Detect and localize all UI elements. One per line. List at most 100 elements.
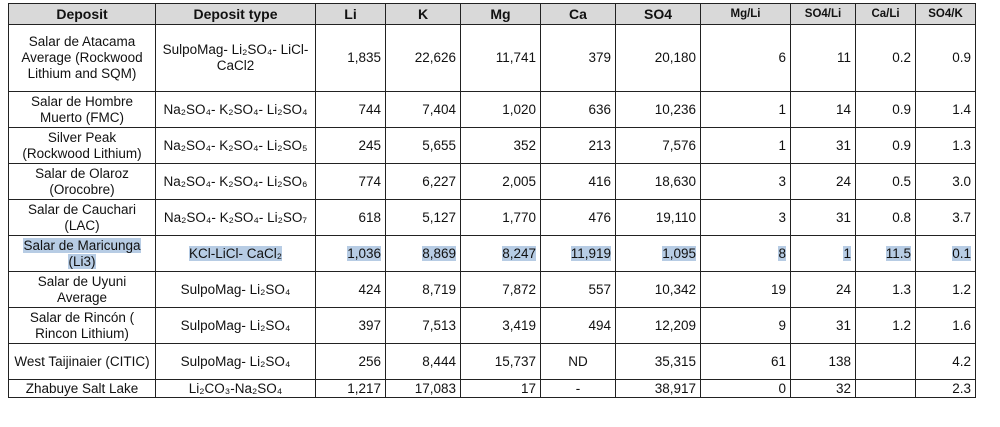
cell-text: 379 — [588, 50, 611, 65]
cell-text: 1 — [778, 101, 786, 117]
value-cell: 19,110 — [615, 199, 701, 236]
cell-text: 1,020 — [502, 101, 536, 117]
cell-text: 138 — [828, 353, 851, 369]
cell-text: West Taijinaier (CITIC) — [14, 353, 150, 369]
cell-text: 1.6 — [952, 317, 971, 333]
value-cell: 10,236 — [615, 91, 701, 128]
cell-text: SulpoMag- Li₂SO₄- LiCl- CaCl2 — [162, 42, 309, 73]
cell-text: - — [575, 380, 581, 396]
cell-text: 744 — [358, 101, 381, 117]
type-cell: SulpoMag- Li₂SO₄ — [155, 343, 316, 380]
cell-text: Na₂SO₄- K₂SO₄- Li₂SO₄ — [163, 101, 308, 117]
cell-text: 8,869 — [422, 245, 456, 261]
value-cell: 1,020 — [460, 91, 541, 128]
cell-text: 352 — [513, 137, 536, 153]
value-cell: 7,872 — [460, 271, 541, 308]
cell-text: 8 — [778, 245, 786, 261]
cell-text: SulpoMag- Li₂SO₄ — [180, 317, 291, 333]
cell-text: 17 — [520, 380, 536, 396]
deposit-cell: Salar de Hombre Muerto (FMC) — [8, 91, 156, 128]
cell-text: 11 — [836, 50, 851, 65]
table-row: Zhabuye Salt Lake Li₂CO₃-Na₂SO₄ 1,217 17,08… — [8, 379, 976, 398]
table-body: Salar de Atacama Average (Rockwood Lithi… — [8, 24, 976, 398]
table-wrapper: Deposit Deposit type Li K Mg Ca SO4 Mg/Li SO4/Li… — [8, 3, 976, 398]
deposit-cell: Salar de Rincón ( Rincon Lithium) — [8, 307, 156, 344]
value-cell: 1 — [700, 91, 791, 128]
cell-text: Salar de Cauchari (LAC) — [27, 201, 137, 233]
value-cell: 557 — [540, 271, 616, 308]
value-cell: 0.8 — [855, 199, 916, 236]
value-cell: 1.3 — [915, 127, 976, 164]
value-cell: ND — [540, 343, 616, 380]
value-cell: 1.6 — [915, 307, 976, 344]
cell-text: 20,180 — [654, 50, 696, 65]
value-cell: 0 — [700, 379, 791, 398]
cell-text: 5,655 — [422, 137, 456, 153]
cell-text: 1,835 — [347, 50, 381, 65]
value-cell: 8,247 — [460, 235, 541, 272]
deposit-cell: Salar de Maricunga (Li3) — [8, 235, 156, 272]
cell-text: 0.9 — [892, 101, 911, 117]
value-cell: 494 — [540, 307, 616, 344]
cell-text: Silver Peak (Rockwood Lithium) — [22, 129, 142, 161]
cell-text: 32 — [835, 380, 851, 396]
cell-text: 2.3 — [952, 380, 971, 396]
type-cell: Li₂CO₃-Na₂SO₄ — [155, 379, 316, 398]
cell-text: 8,247 — [502, 245, 536, 261]
value-cell: 397 — [315, 307, 386, 344]
cell-text: 3,419 — [502, 317, 536, 333]
cell-text: 1 — [843, 245, 851, 261]
cell-text: 8,444 — [422, 353, 456, 369]
header-cell: SO4 — [615, 3, 701, 25]
deposit-cell: Salar de Cauchari (LAC) — [8, 199, 156, 236]
value-cell: 245 — [315, 127, 386, 164]
value-cell: 1,770 — [460, 199, 541, 236]
cell-text: 11.5 — [885, 245, 911, 261]
cell-text: Na₂SO₄- K₂SO₄- Li₂SO₅ — [163, 137, 308, 153]
type-cell: Na₂SO₄- K₂SO₄- Li₂SO₆ — [155, 163, 316, 200]
cell-text: ND — [568, 353, 588, 369]
value-cell: 774 — [315, 163, 386, 200]
value-cell: 7,404 — [385, 91, 461, 128]
value-cell: 11.5 — [855, 235, 916, 272]
cell-text: 35,315 — [654, 353, 696, 369]
cell-text: 19,110 — [655, 209, 696, 225]
value-cell: 2.3 — [915, 379, 976, 398]
cell-text: 24 — [835, 281, 851, 297]
value-cell: 636 — [540, 91, 616, 128]
value-cell: 0.9 — [855, 127, 916, 164]
value-cell: 1,095 — [615, 235, 701, 272]
header-cell: Ca — [540, 3, 616, 25]
value-cell: 416 — [540, 163, 616, 200]
cell-text: 1,770 — [502, 209, 536, 225]
value-cell: 1.4 — [915, 91, 976, 128]
cell-text: 22,626 — [414, 50, 456, 65]
header-cell: Deposit — [8, 3, 156, 25]
table-row: Salar de Uyuni Average SulpoMag- Li₂SO₄ 42… — [8, 271, 976, 308]
value-cell: 424 — [315, 271, 386, 308]
value-cell: 5,655 — [385, 127, 461, 164]
cell-text: 14 — [835, 101, 851, 117]
value-cell: 32 — [790, 379, 856, 398]
cell-text: 24 — [835, 173, 851, 189]
value-cell: 19 — [700, 271, 791, 308]
value-cell: 61 — [700, 343, 791, 380]
value-cell: 6,227 — [385, 163, 461, 200]
value-cell: 476 — [540, 199, 616, 236]
deposit-cell: Zhabuye Salt Lake — [8, 379, 156, 398]
value-cell: 11 — [790, 24, 856, 92]
cell-text: 3.0 — [952, 173, 971, 189]
cell-text: 31 — [835, 317, 851, 333]
cell-text: 4.2 — [952, 353, 971, 369]
cell-text: Salar de Atacama Average (Rockwood Lithi… — [21, 34, 143, 81]
cell-text: 0.2 — [892, 50, 911, 65]
cell-text: 1,217 — [347, 380, 381, 396]
cell-text: 0.5 — [892, 173, 911, 189]
cell-text: 256 — [358, 353, 381, 369]
value-cell: 12,209 — [615, 307, 701, 344]
value-cell: 1.2 — [915, 271, 976, 308]
deposit-cell: Salar de Uyuni Average — [8, 271, 156, 308]
value-cell: 213 — [540, 127, 616, 164]
table-row: Silver Peak (Rockwood Lithium) Na₂SO₄- K₂… — [8, 127, 976, 164]
cell-text: 416 — [588, 173, 611, 189]
